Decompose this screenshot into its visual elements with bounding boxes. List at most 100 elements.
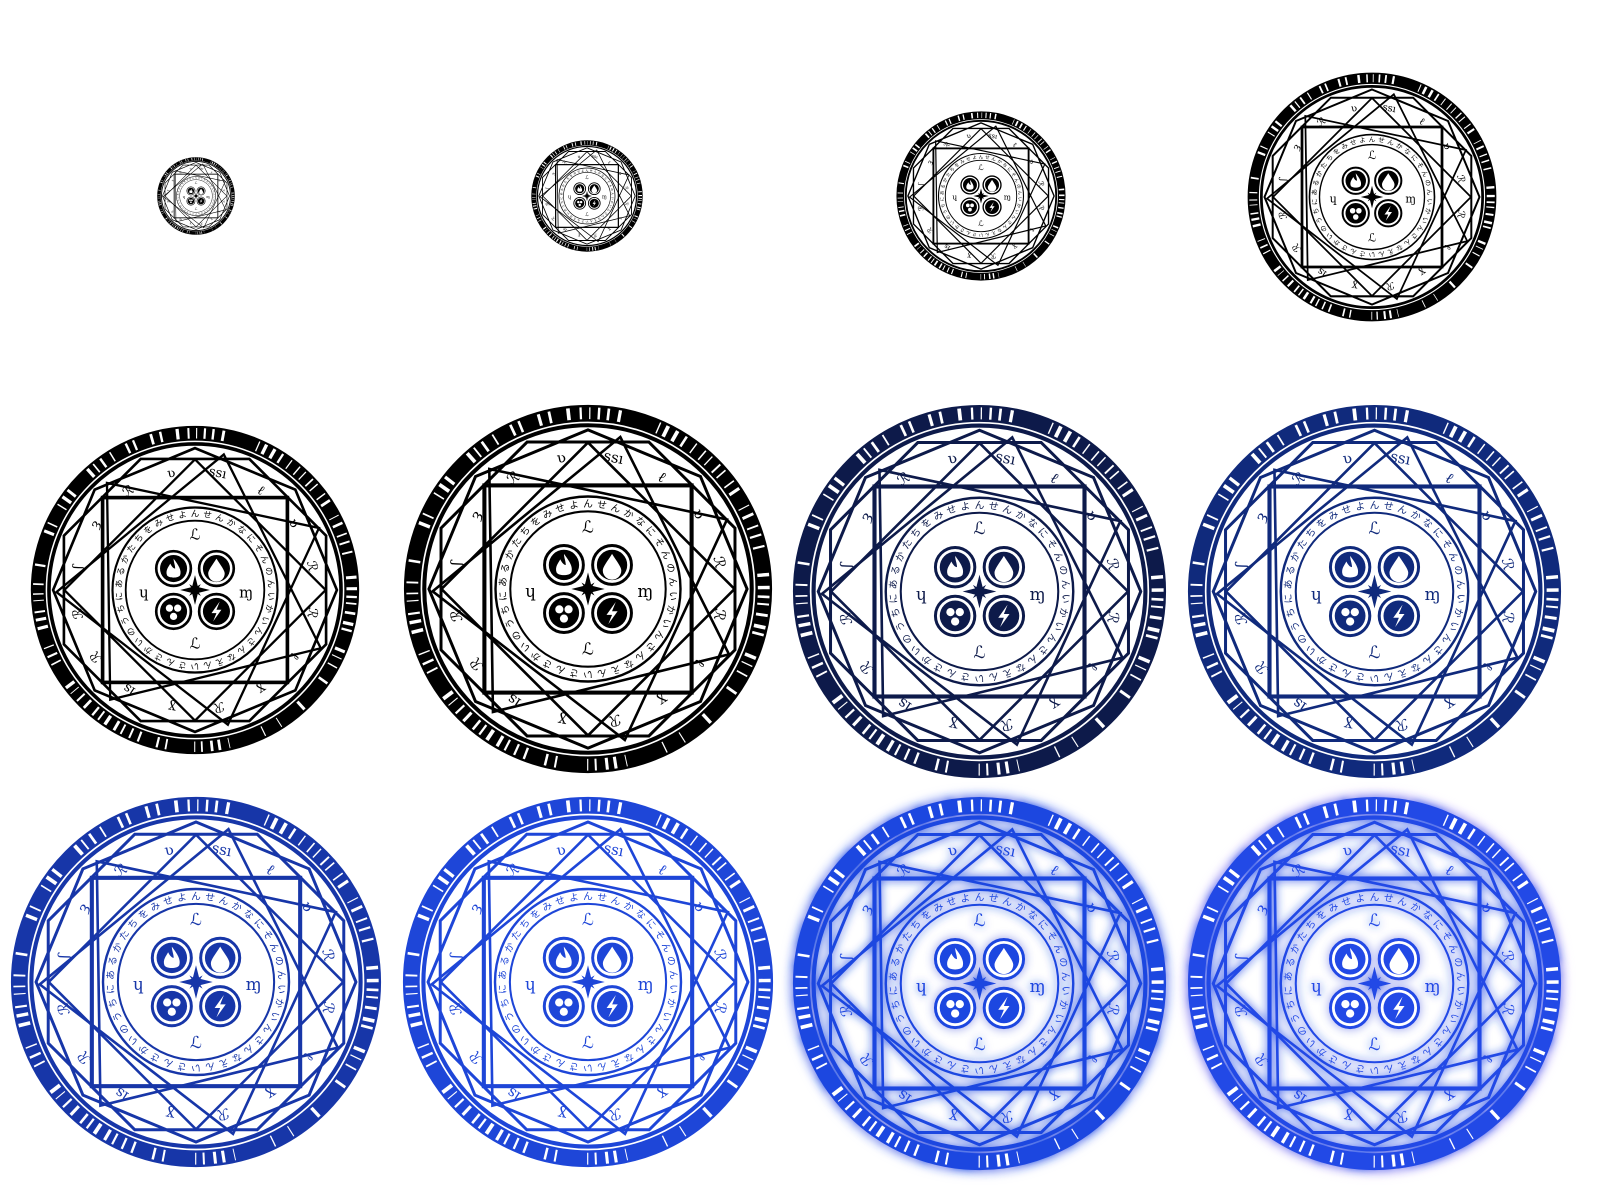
svg-text:ん: ん: [1059, 579, 1072, 590]
svg-text:ん: ん: [1051, 942, 1066, 956]
rune-glyph: ℛ: [303, 606, 320, 619]
svg-text:う: う: [1288, 619, 1303, 633]
rune-glyph: ℛ: [1278, 210, 1290, 220]
svg-text:ち: ち: [499, 997, 512, 1009]
compass-star-icon: [571, 965, 605, 999]
core-glyphs: ℒɱ ℒɥ: [952, 163, 1011, 228]
svg-text:ん: ん: [212, 193, 216, 195]
svg-text:ん: ん: [202, 659, 213, 671]
svg-text:い: い: [1369, 251, 1376, 259]
svg-text:に: に: [176, 196, 180, 198]
svg-text:か: か: [597, 170, 602, 176]
svg-text:ん: ん: [975, 891, 985, 903]
svg-text:ん: ん: [1454, 971, 1467, 982]
svg-text:せ: せ: [1340, 503, 1353, 518]
rune-glyph: ℛ: [212, 698, 225, 715]
lightning-icon: [1374, 199, 1403, 228]
svg-text:な: な: [995, 226, 1003, 235]
rune-glyph: ℛ: [836, 1003, 856, 1018]
rune-glyph: ℓ: [1441, 242, 1453, 252]
svg-text:ん: ん: [1383, 670, 1395, 683]
svg-text:い: い: [608, 204, 613, 208]
core-glyph: ɥ: [183, 195, 186, 199]
compass-star-icon: [962, 966, 997, 1001]
rune-glyph: ℛ: [592, 232, 597, 239]
svg-text:か: か: [503, 941, 517, 955]
svg-text:い: い: [1059, 593, 1071, 604]
earth-icon: [573, 196, 587, 210]
svg-text:か: か: [183, 208, 187, 212]
svg-text:か: か: [941, 176, 949, 183]
compass-star-icon: [962, 574, 997, 609]
svg-text:み: み: [932, 509, 946, 523]
svg-text:さ: さ: [568, 1060, 579, 1072]
rune-glyph: ʃ: [54, 952, 73, 962]
svg-text:い: い: [181, 206, 185, 210]
rune-glyph: ɣ: [577, 232, 581, 237]
svg-text:ん: ん: [1446, 942, 1461, 956]
text-ring-inner: [1294, 903, 1455, 1064]
rune-glyph: ℛ: [710, 555, 729, 570]
text-ring-outer: [937, 152, 1025, 240]
rune-glyph: ʃ: [1231, 953, 1250, 963]
svg-text:あ: あ: [887, 971, 900, 982]
svg-text:に: に: [497, 984, 509, 995]
band-inner-ring: [1260, 85, 1484, 309]
lightning-icon: [982, 197, 1002, 217]
rune-glyph: ℛ: [221, 189, 226, 193]
rune-glyph: ʋ: [1341, 449, 1354, 468]
svg-text:う: う: [1314, 216, 1324, 225]
svg-text:せ: せ: [988, 500, 1000, 513]
svg-text:え: え: [214, 655, 226, 668]
svg-text:い: い: [1446, 619, 1460, 632]
svg-text:い: い: [191, 660, 200, 670]
fire-icon: [1328, 545, 1372, 589]
svg-text:い: い: [1059, 985, 1071, 996]
core-glyph: ℒ: [1368, 518, 1380, 538]
svg-text:み: み: [1327, 901, 1341, 915]
svg-text:ん: ん: [1386, 138, 1395, 148]
fire-icon: [1328, 937, 1372, 981]
core-glyph: ɥ: [133, 974, 144, 994]
rune-glyph: ℛ: [1385, 279, 1395, 291]
water-drop-icon: [587, 182, 601, 196]
svg-text:る: る: [1312, 179, 1321, 187]
svg-text:に: に: [1282, 593, 1295, 604]
svg-text:さ: さ: [541, 1050, 555, 1064]
svg-text:ん: ん: [1377, 249, 1385, 258]
rune-glyph: ɣ: [1342, 715, 1354, 734]
rune-glyph: ℛ: [1498, 1002, 1518, 1017]
svg-text:い: い: [583, 1062, 593, 1073]
rune-glyph: ℓ: [606, 161, 611, 166]
core-glyph: ℒ: [582, 909, 594, 929]
svg-text:ん: ん: [988, 670, 1000, 683]
svg-text:い: い: [949, 218, 957, 226]
svg-text:せ: せ: [1378, 136, 1386, 145]
magic-circle-svg: ssıℓʋℛℛℓɣℛɣısℛℛʃȝℛʋんせんかなにそんのんいかいんさんなえんいさ…: [1187, 404, 1562, 779]
svg-text:に: に: [498, 591, 510, 601]
diamond-frame: [164, 164, 228, 228]
svg-text:か: か: [893, 550, 908, 564]
svg-text:か: か: [177, 187, 181, 190]
lightning-icon: [197, 592, 236, 631]
svg-text:に: に: [939, 197, 945, 202]
svg-text:た: た: [125, 542, 139, 555]
rune-glyph: ʋ: [1341, 841, 1354, 860]
fire-icon: [573, 182, 587, 196]
water-drop-icon: [1377, 937, 1421, 981]
svg-text:た: た: [1295, 929, 1310, 944]
svg-text:ん: ん: [583, 499, 593, 510]
band-inner-ring: [161, 161, 231, 231]
text-ring-inner: [508, 902, 668, 1062]
core-glyph: ℒ: [585, 175, 589, 181]
svg-text:い: い: [659, 1010, 673, 1023]
outer-ring-ticks: [1190, 799, 1559, 1168]
rune-glyph: ssı: [210, 839, 233, 861]
svg-text:ん: ん: [1001, 223, 1009, 231]
svg-text:あ: あ: [498, 577, 510, 587]
svg-text:か: か: [203, 178, 207, 182]
svg-text:ち: ち: [908, 525, 923, 540]
core-glyph: ℒ: [1368, 149, 1376, 162]
